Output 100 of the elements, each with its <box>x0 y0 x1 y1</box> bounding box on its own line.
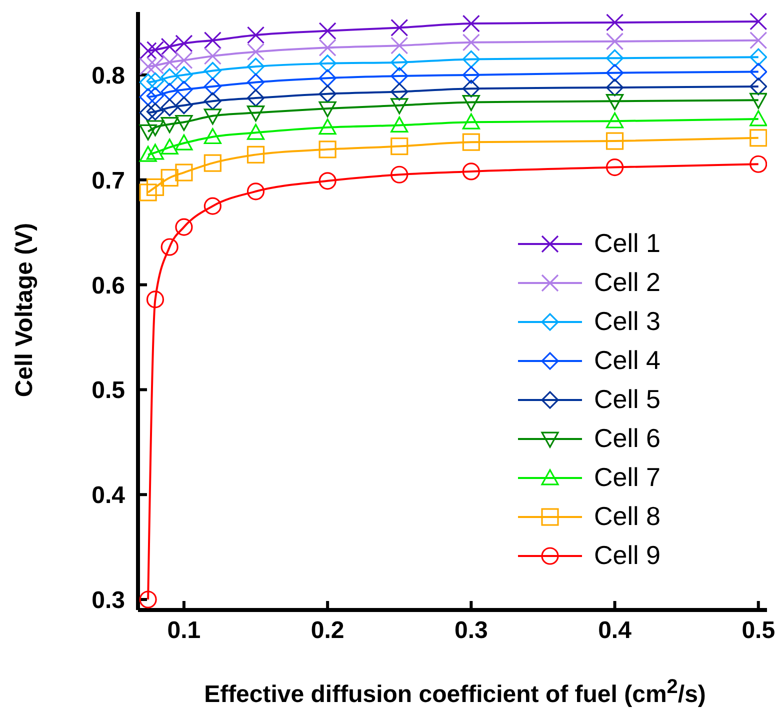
point <box>390 166 408 184</box>
point <box>390 54 408 72</box>
point <box>390 137 408 156</box>
point <box>146 290 164 308</box>
legend-label: Cell 9 <box>594 540 660 571</box>
point <box>750 129 767 147</box>
y-tick-label: 0.6 <box>92 272 125 300</box>
point <box>204 32 222 50</box>
legend-label: Cell 2 <box>594 267 660 298</box>
point <box>318 101 336 118</box>
point <box>175 96 193 114</box>
point <box>139 73 157 92</box>
x-tick-label: 0.2 <box>310 617 344 644</box>
point <box>139 124 157 140</box>
point <box>318 140 336 158</box>
point <box>175 134 193 150</box>
y-tick-label: 0.7 <box>92 167 125 194</box>
point <box>204 47 222 65</box>
point <box>175 218 193 236</box>
point <box>146 178 164 196</box>
point <box>139 590 157 608</box>
point <box>462 95 480 112</box>
point <box>462 66 480 84</box>
y-axis-title: Cell Voltage (V) <box>11 222 39 398</box>
point <box>246 146 265 164</box>
point <box>204 154 222 172</box>
x-tick-label: 0.4 <box>598 617 632 644</box>
point <box>246 73 265 92</box>
point <box>146 120 164 136</box>
point <box>606 112 624 128</box>
point <box>204 62 222 80</box>
x-axis-title: Effective diffusion coefficient of fuel (cm$^{2}$/s) <box>203 676 707 709</box>
point <box>139 88 157 106</box>
point <box>175 114 193 131</box>
point <box>390 67 408 85</box>
point <box>462 34 480 52</box>
point <box>390 98 408 114</box>
point <box>462 162 480 180</box>
point <box>462 133 480 151</box>
point <box>318 69 336 87</box>
point <box>750 32 767 50</box>
point <box>246 106 265 122</box>
point <box>146 87 164 105</box>
point <box>204 92 222 110</box>
point <box>146 144 164 160</box>
point <box>750 110 767 126</box>
point <box>750 12 767 30</box>
point <box>390 18 408 37</box>
point <box>204 78 222 96</box>
point <box>139 104 157 122</box>
point <box>390 36 408 54</box>
point <box>318 85 336 103</box>
point <box>160 138 178 155</box>
y-tick-label: 0.4 <box>92 482 126 510</box>
point <box>606 32 624 50</box>
point <box>606 158 624 176</box>
point <box>318 118 336 135</box>
point <box>160 98 178 116</box>
y-tick-label: 0.5 <box>92 377 125 404</box>
legend-label: Cell 3 <box>594 306 660 337</box>
x-tick-label: 0.1 <box>167 617 201 644</box>
point <box>390 82 408 101</box>
x-tick-label: 0.3 <box>454 617 488 644</box>
point <box>139 146 157 162</box>
y-tick-label: 0.8 <box>92 62 125 90</box>
point <box>160 168 178 187</box>
point <box>204 197 222 215</box>
point <box>146 72 164 90</box>
point <box>318 22 336 40</box>
point <box>390 116 408 133</box>
point <box>246 43 265 61</box>
point <box>462 113 480 130</box>
point <box>606 132 624 150</box>
legend-label: Cell 4 <box>594 345 660 376</box>
point <box>246 58 265 76</box>
point <box>750 48 767 66</box>
point <box>175 66 193 84</box>
legend-label: Cell 7 <box>594 462 660 493</box>
point <box>246 124 265 140</box>
point <box>160 68 178 86</box>
point <box>175 80 193 98</box>
point <box>750 92 767 109</box>
point <box>606 49 624 67</box>
legend-label: Cell 5 <box>594 384 660 415</box>
point <box>139 58 157 76</box>
point <box>606 14 624 32</box>
point <box>160 82 178 101</box>
point <box>750 155 767 173</box>
point <box>606 78 624 96</box>
point <box>318 54 336 72</box>
y-tick-label: 0.3 <box>92 587 125 614</box>
point <box>246 89 265 107</box>
point <box>160 238 178 256</box>
point <box>750 78 767 96</box>
point <box>750 63 767 81</box>
point <box>204 128 222 144</box>
point <box>175 164 193 182</box>
point <box>204 108 222 125</box>
point <box>246 26 265 44</box>
point <box>160 117 178 134</box>
